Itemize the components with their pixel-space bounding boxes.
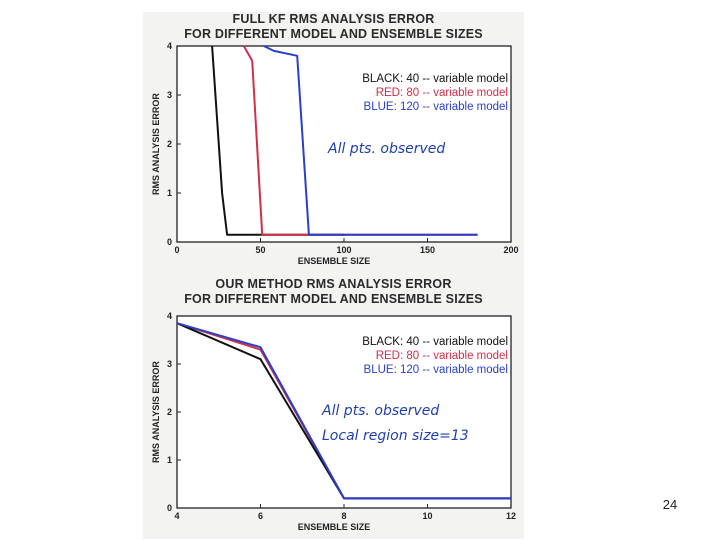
chart1-series-line-3 — [263, 45, 478, 236]
chart1-title-line2: FOR DIFFERENT MODEL AND ENSEMBLE SIZES — [184, 27, 483, 41]
chart2-x-tick-label: 4 — [174, 511, 179, 521]
chart2-y-tick-label: 4 — [167, 311, 172, 321]
chart1-x-tick-label: 150 — [420, 245, 435, 255]
chart1-y-tick-label: 2 — [167, 139, 172, 149]
chart1-legend-entry: BLACK: 40 -- variable model — [362, 73, 508, 85]
chart2-y-tick-label: 0 — [167, 503, 172, 513]
chart2-legend-entry: BLUE: 120 -- variable model — [364, 364, 508, 376]
chart2-title-line2: FOR DIFFERENT MODEL AND ENSEMBLE SIZES — [184, 292, 483, 306]
chart1-handwritten-note: All pts. observed — [327, 141, 445, 157]
chart2-y-tick-label: 1 — [167, 455, 172, 465]
chart1-legend-entry: RED: 80 -- variable model — [376, 87, 508, 99]
chart2-y-tick-label: 3 — [167, 359, 172, 369]
chart2-x-tick-label: 6 — [258, 511, 263, 521]
chart2-y-axis-label: RMS ANALYSIS ERROR — [151, 361, 161, 463]
chart2-x-tick-label: 10 — [422, 511, 432, 521]
chart1-title-line1: FULL KF RMS ANALYSIS ERROR — [232, 12, 435, 26]
chart1-y-tick-label: 4 — [167, 41, 172, 51]
chart2-handwritten-note: Local region size=13 — [322, 428, 469, 444]
chart1-y-tick-label: 3 — [167, 90, 172, 100]
chart2-x-tick-label: 12 — [506, 511, 516, 521]
chart2-title-line1: OUR METHOD RMS ANALYSIS ERROR — [215, 277, 452, 291]
page-number: 24 — [662, 497, 678, 512]
chart2-y-tick-label: 2 — [167, 407, 172, 417]
chart2-x-axis-label: ENSEMBLE SIZE — [298, 522, 371, 532]
chart1-x-tick-label: 0 — [174, 245, 179, 255]
chart1-legend-entry: BLUE: 120 -- variable model — [364, 101, 508, 113]
chart1-x-tick-label: 100 — [336, 245, 351, 255]
chart1-x-tick-label: 200 — [503, 245, 518, 255]
chart1-y-axis-label: RMS ANALYSIS ERROR — [151, 93, 161, 195]
chart1-y-tick-label: 1 — [167, 188, 172, 198]
chart2-legend-entry: BLACK: 40 -- variable model — [362, 336, 508, 348]
chart2-legend-entry: RED: 80 -- variable model — [376, 350, 508, 362]
chart2-series-line-3 — [176, 322, 511, 500]
chart1-y-tick-label: 0 — [167, 237, 172, 247]
chart1-x-tick-label: 50 — [255, 245, 265, 255]
chart2-x-tick-label: 8 — [341, 511, 346, 521]
chart2-handwritten-note: All pts. observed — [321, 403, 439, 419]
chart1-x-axis-label: ENSEMBLE SIZE — [298, 256, 371, 266]
